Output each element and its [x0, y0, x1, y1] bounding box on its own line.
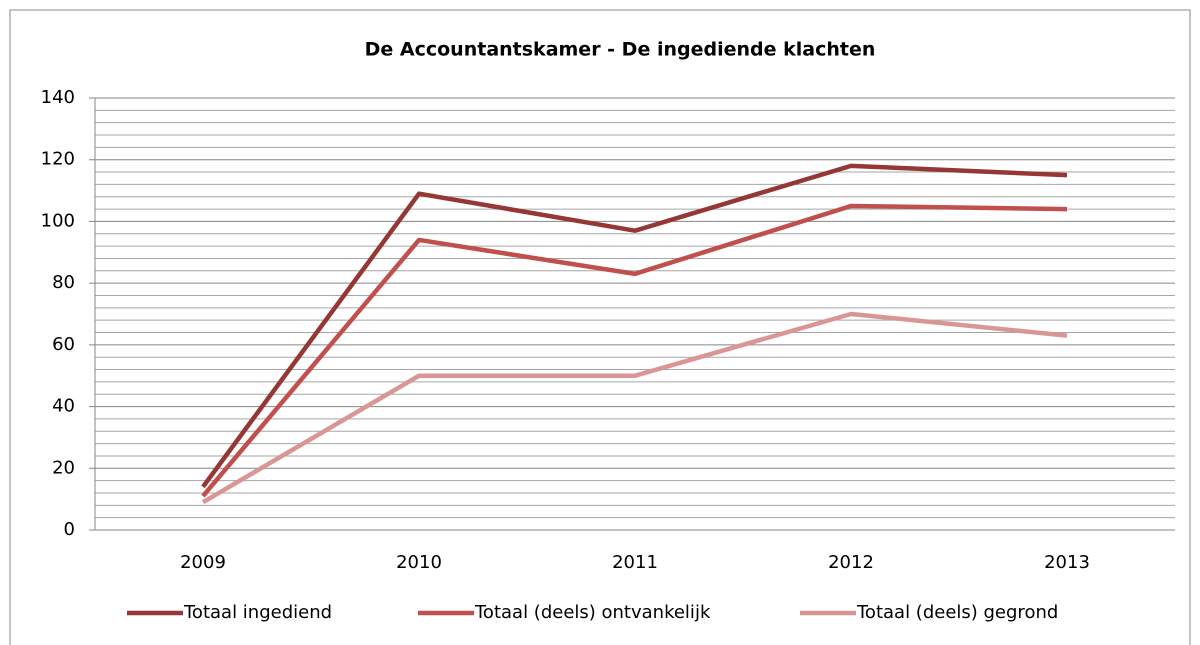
y-tick-label: 20: [52, 457, 75, 478]
y-tick-label: 0: [64, 519, 75, 540]
series-line: [201, 163, 1068, 489]
x-tick-label: 2009: [180, 552, 226, 573]
y-tick-label: 120: [41, 149, 75, 170]
y-tick-label: 80: [52, 272, 75, 293]
chart-title: De Accountantskamer - De ingediende klac…: [365, 39, 876, 61]
legend-label: Totaal (deels) gegrond: [856, 602, 1058, 623]
x-tick-label: 2013: [1044, 552, 1090, 573]
y-tick-label: 100: [41, 210, 75, 231]
series-line: [201, 203, 1068, 498]
legend-label: Totaal ingediend: [183, 602, 332, 623]
y-tick-label: 60: [52, 334, 75, 355]
x-tick-label: 2012: [828, 552, 874, 573]
y-tick-label: 140: [41, 87, 75, 108]
x-tick-label: 2010: [396, 552, 442, 573]
x-tick-label: 2011: [612, 552, 658, 573]
y-tick-label: 40: [52, 396, 75, 417]
chart-border: [9, 9, 1191, 645]
legend-label: Totaal (deels) ontvankelijk: [474, 602, 711, 623]
series-line: [201, 311, 1068, 505]
